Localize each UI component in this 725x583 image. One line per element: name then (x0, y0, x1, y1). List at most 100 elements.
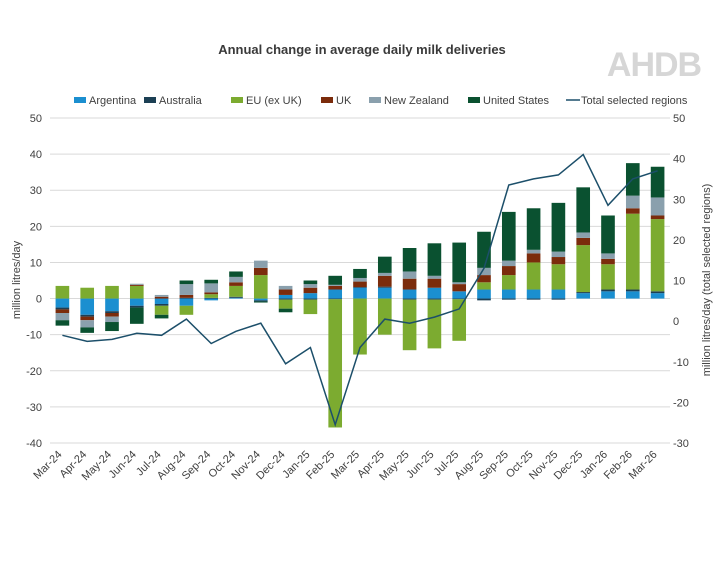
bar-segment (353, 287, 367, 288)
bar-segment (551, 257, 566, 265)
bar-segment (650, 197, 665, 216)
bar-segment (55, 285, 70, 299)
legend-swatch (468, 97, 480, 103)
x-tick-label: Mar-26 (627, 449, 660, 482)
bar-segment (328, 299, 343, 428)
bar-segment (179, 305, 194, 315)
bar-segment (477, 298, 491, 301)
legend-swatch (231, 97, 243, 103)
y-tick-label: 30 (30, 185, 42, 197)
y2-tick-label: 50 (673, 113, 685, 125)
bar-segment (353, 298, 367, 355)
y2-axis-ticks: -30 -20 -10 0 10 20 30 40 50 (673, 113, 689, 450)
bar-segment (477, 282, 491, 290)
bar-segment (105, 322, 119, 332)
legend-swatch (321, 97, 333, 103)
bar-segment (625, 213, 640, 290)
y-tick-label: 50 (30, 113, 42, 125)
bar-segment (55, 313, 70, 321)
bar-segment (650, 166, 665, 198)
bar-segment (625, 289, 640, 292)
y2-tick-label: -20 (673, 397, 689, 409)
bar-segment (253, 267, 268, 276)
y2-tick-label: 40 (673, 154, 685, 166)
bar-segment (278, 308, 293, 313)
bar-segment (179, 284, 194, 295)
legend-label: Australia (159, 95, 203, 107)
y-tick-label: -10 (26, 330, 42, 342)
y2-tick-label: 20 (673, 235, 685, 247)
bar-segment (377, 298, 392, 335)
bar-segment (452, 298, 467, 300)
y-axis-title: million litres/day (11, 240, 23, 319)
bar-segment (179, 294, 194, 298)
legend-swatch (74, 97, 86, 103)
bar-segment (601, 291, 615, 299)
bar-segment (80, 287, 95, 299)
bar-segment (452, 291, 467, 299)
y2-tick-label: 30 (673, 194, 685, 206)
bar-segment (377, 272, 392, 276)
bar-segment (105, 316, 119, 323)
bar-segment (328, 298, 343, 300)
bar-segment (402, 299, 417, 351)
bar-segment (204, 279, 219, 284)
bar-segment (551, 298, 566, 300)
bar-segment (576, 293, 591, 299)
bar-segment (204, 292, 219, 295)
bar-segment (353, 268, 367, 278)
bar-segment (477, 267, 491, 276)
bar-segment (353, 277, 367, 282)
bar-segment (377, 287, 392, 299)
x-tick-label: Mar-24 (31, 449, 64, 482)
bar-segment (551, 289, 566, 299)
bar-segment (576, 237, 591, 246)
x-tick-label: Jun-25 (404, 449, 436, 481)
bar-segment (377, 286, 392, 288)
bar-segment (526, 208, 541, 250)
bar-segment (427, 299, 442, 349)
bar-segment (179, 280, 194, 285)
bar-segment (105, 311, 119, 313)
bar-segment (402, 271, 417, 279)
bar-segment (377, 275, 392, 287)
bar-segment (650, 219, 665, 292)
bar-segment (154, 294, 169, 297)
bar-segment (501, 260, 516, 267)
bar-segment (402, 278, 417, 290)
bar-segment (625, 195, 640, 209)
bar-segment (576, 187, 591, 233)
bar-segment (551, 202, 566, 252)
bar-segment (601, 258, 615, 265)
bar-segment (55, 320, 70, 326)
bar-segment (601, 253, 615, 259)
bar-segment (328, 289, 343, 299)
bar-segment (501, 298, 516, 300)
bar-segment (80, 327, 95, 333)
bar-segment (576, 245, 591, 293)
bar-segment (452, 284, 467, 292)
bar-segment (526, 289, 541, 299)
legend-label: EU (ex UK) (246, 95, 302, 107)
y-axis-ticks: -40 -30 -20 -10 0 10 20 30 40 50 (26, 113, 42, 450)
legend: Argentina Australia EU (ex UK) UK New Zealan… (74, 95, 688, 107)
bar-segment (229, 276, 243, 283)
bar-segment (576, 292, 591, 294)
bar-segment (601, 264, 615, 290)
bar-segment (353, 281, 367, 287)
bar-segment (551, 264, 566, 290)
bar-segment (477, 275, 491, 283)
y-tick-label: 40 (30, 149, 42, 161)
bar-segment (526, 298, 541, 300)
legend-label: New Zealand (384, 95, 449, 107)
bar-segment (601, 215, 615, 254)
bar-segment (427, 275, 442, 279)
y-tick-label: -40 (26, 438, 42, 450)
bar-segment (278, 294, 293, 299)
total-line (62, 153, 658, 428)
bar-segment (154, 296, 169, 299)
bar-segment (353, 287, 367, 299)
bar-segment (625, 208, 640, 214)
y-tick-label: 10 (30, 257, 42, 269)
bar-segment (204, 294, 219, 298)
